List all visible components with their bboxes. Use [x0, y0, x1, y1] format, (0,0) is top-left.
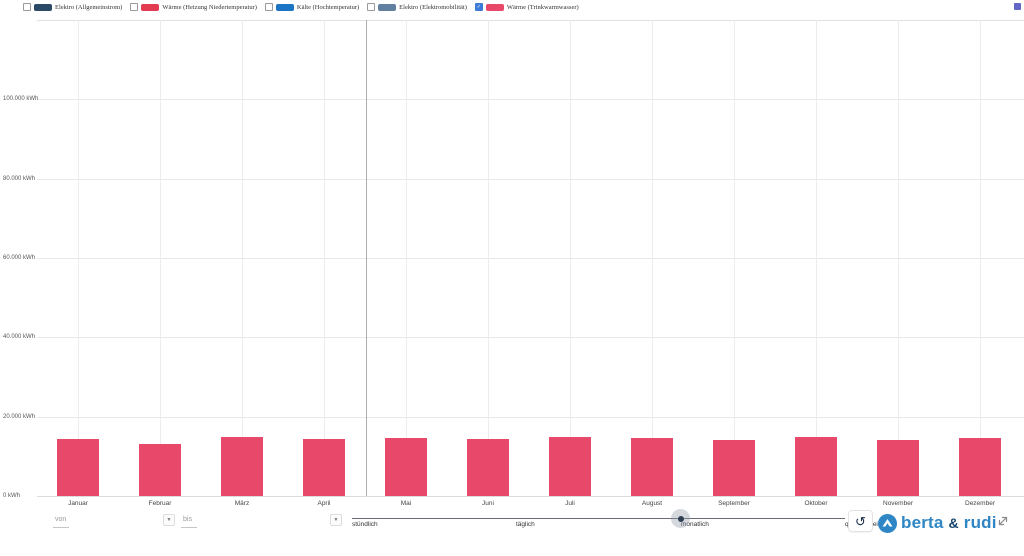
gridline-v: [488, 20, 489, 496]
gridline-v: [242, 20, 243, 496]
gridline-v: [406, 20, 407, 496]
slider-label-monatlich[interactable]: monatlich: [681, 521, 709, 528]
x-axis-label-Mai: Mai: [400, 500, 412, 507]
legend-item-4[interactable]: ✓ Wärme (Trinkwarmwasser): [474, 3, 579, 11]
x-axis-label-Dezember: Dezember: [965, 500, 995, 507]
y-axis-tick-label: 100.000 kWh: [3, 96, 39, 102]
checkbox-unchecked-icon[interactable]: [367, 3, 376, 11]
bar-Februar[interactable]: [139, 444, 181, 496]
reset-icon: ↺: [855, 513, 866, 529]
gridline-v: [898, 20, 899, 496]
x-axis-label-März: März: [234, 500, 250, 507]
slider-handle-dot: [677, 515, 684, 522]
date-from-underline: [53, 527, 69, 528]
legend-color-swatch: [34, 3, 52, 11]
x-axis-label-April: April: [317, 500, 331, 507]
legend-item-3[interactable]: Elektro (Elektromobilität): [367, 3, 467, 11]
bar-März[interactable]: [221, 437, 263, 496]
chart-divider-line: [366, 20, 367, 496]
date-from-dropdown-button[interactable]: ▼: [163, 514, 175, 526]
date-to-underline: [181, 527, 197, 528]
gridline-v: [570, 20, 571, 496]
slider-handle[interactable]: [671, 509, 690, 528]
slider-label-stündlich[interactable]: stündlich: [352, 521, 378, 528]
resolution-slider[interactable]: stündlichtäglichmonatlichquartalsweise: [352, 508, 885, 534]
slider-track[interactable]: [352, 518, 845, 519]
bar-April[interactable]: [303, 439, 345, 496]
gridline-v: [980, 20, 981, 496]
legend-label: Elektro (Allgemeinstrom): [55, 3, 123, 11]
y-axis-tick-label: 40.000 kWh: [3, 334, 36, 340]
x-axis-label-November: November: [883, 500, 913, 507]
expand-icon[interactable]: [996, 514, 1010, 528]
brand-name: berta & rudi: [901, 513, 997, 532]
x-axis-label-August: August: [641, 500, 663, 507]
chevron-down-icon: ▼: [333, 517, 339, 523]
gridline-h: [37, 179, 1024, 180]
y-axis-tick-label: 0 kWh: [3, 493, 21, 499]
bar-Januar[interactable]: [57, 439, 99, 496]
legend-item-2[interactable]: Kälte (Hochtemperatur): [264, 3, 360, 11]
bar-Juli[interactable]: [549, 437, 591, 496]
chart-legend: Elektro (Allgemeinstrom) Wärme (Heizung N…: [23, 3, 579, 11]
legend-color-swatch: [141, 3, 160, 11]
checkbox-checked-icon[interactable]: ✓: [474, 3, 483, 11]
bar-Mai[interactable]: [385, 438, 427, 496]
y-axis-tick-label: 60.000 kWh: [3, 255, 36, 261]
date-from-input[interactable]: von: [55, 516, 67, 523]
bar-November[interactable]: [877, 440, 919, 496]
date-to-dropdown-button[interactable]: ▼: [330, 514, 342, 526]
bar-Dezember[interactable]: [959, 438, 1001, 496]
gridline-v: [734, 20, 735, 496]
reset-zoom-button[interactable]: ↺: [848, 510, 873, 532]
gridline-h: [37, 258, 1024, 259]
checkbox-unchecked-icon[interactable]: [264, 3, 273, 11]
gridline-v: [816, 20, 817, 496]
legend-label: Wärme (Trinkwarmwasser): [506, 3, 579, 11]
gridline-h: [37, 417, 1024, 418]
gridline-v: [160, 20, 161, 496]
date-to-input[interactable]: bis: [183, 516, 192, 523]
x-axis-label-Juli: Juli: [565, 500, 575, 507]
legend-color-swatch: [485, 3, 504, 11]
legend-color-swatch: [378, 3, 397, 11]
x-axis-label-Juni: Juni: [482, 500, 494, 507]
x-axis-label-Februar: Februar: [148, 500, 172, 507]
chevron-down-icon: ▼: [166, 517, 172, 523]
bar-September[interactable]: [713, 440, 755, 496]
gridline-v: [324, 20, 325, 496]
y-axis-tick-label: 80.000 kWh: [3, 176, 36, 182]
legend-label: Wärme (Heizung Niedertemperatur): [162, 3, 257, 11]
bar-August[interactable]: [631, 438, 673, 496]
y-axis-tick-label: 20.000 kWh: [3, 414, 36, 420]
gridline-v: [652, 20, 653, 496]
gridline-h: [37, 496, 1024, 497]
gridline-v: [78, 20, 79, 496]
x-axis-label-September: September: [718, 500, 750, 507]
checkbox-unchecked-icon[interactable]: [23, 3, 31, 11]
chart-top-border: [37, 20, 1024, 21]
corner-app-icon[interactable]: [1014, 3, 1021, 10]
slider-label-täglich[interactable]: täglich: [516, 521, 535, 528]
gridline-h: [37, 99, 1024, 100]
legend-label: Elektro (Elektromobilität): [399, 3, 467, 11]
checkbox-unchecked-icon[interactable]: [130, 3, 139, 11]
legend-label: Kälte (Hochtemperatur): [296, 3, 360, 11]
brand-logo: berta & rudi: [878, 513, 997, 533]
bar-Oktober[interactable]: [795, 437, 837, 496]
brand-logo-icon: [878, 513, 897, 533]
gridline-h: [37, 337, 1024, 338]
legend-color-swatch: [275, 3, 294, 11]
legend-item-0[interactable]: Elektro (Allgemeinstrom): [23, 3, 122, 11]
bar-Juni[interactable]: [467, 439, 509, 496]
x-axis-label-Januar: Januar: [68, 500, 88, 507]
legend-item-1[interactable]: Wärme (Heizung Niedertemperatur): [130, 3, 257, 11]
x-axis-label-Oktober: Oktober: [804, 500, 828, 507]
